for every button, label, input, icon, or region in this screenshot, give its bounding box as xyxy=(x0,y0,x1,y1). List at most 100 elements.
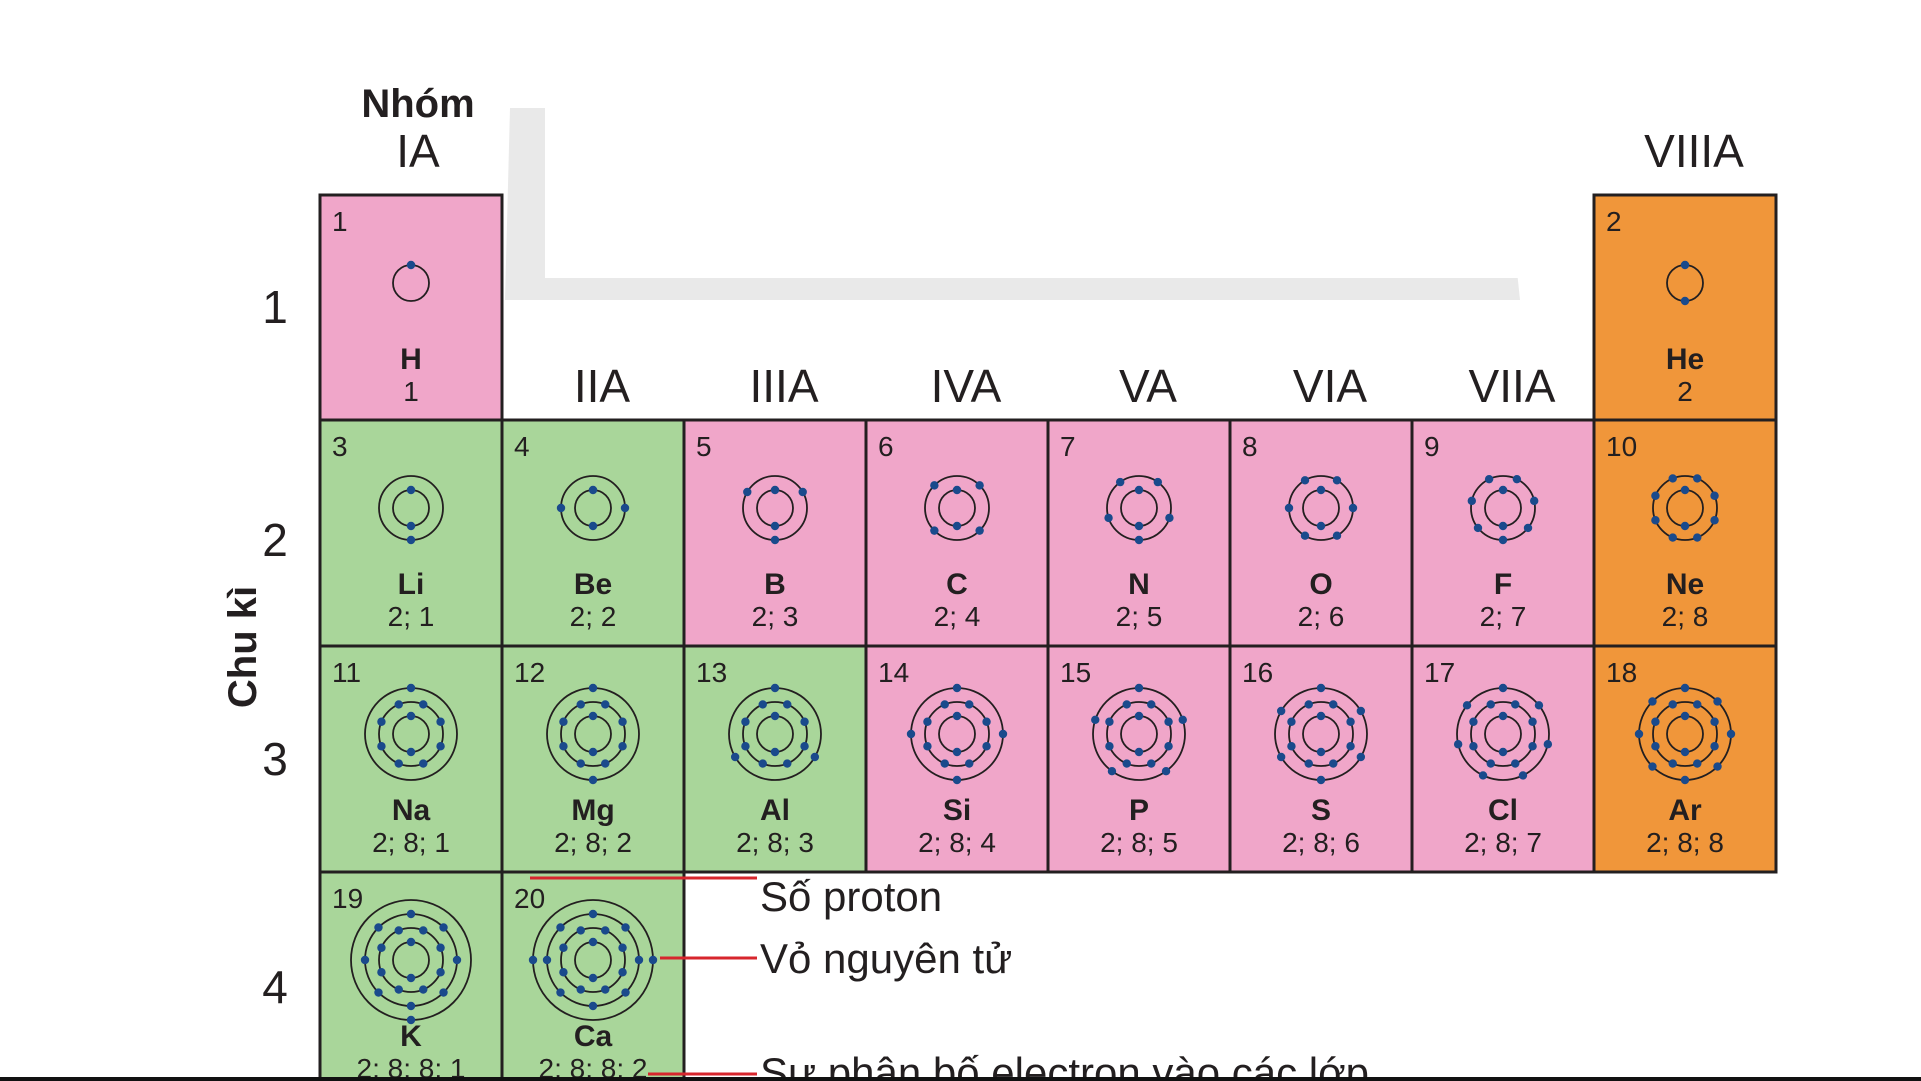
electron-dot xyxy=(1329,759,1338,768)
electron-dot xyxy=(1651,717,1660,726)
cell-background xyxy=(1228,418,1414,648)
electron-dot xyxy=(419,759,428,768)
legend-distribution: Sự phân bố electron vào các lớp xyxy=(760,1049,1369,1081)
group-title: Nhóm xyxy=(361,82,474,126)
electron-dot xyxy=(1668,700,1677,709)
electron-dot xyxy=(1528,742,1537,751)
electron-configuration: 2; 4 xyxy=(934,601,981,632)
electron-dot xyxy=(1164,717,1173,726)
electron-dot xyxy=(1484,474,1494,484)
electron-dot xyxy=(1276,752,1286,762)
electron-dot xyxy=(770,747,780,757)
electron-shell xyxy=(378,701,444,767)
legend: Số proton Vỏ nguyên tử Sự phân bố electr… xyxy=(530,873,1369,1081)
element-symbol: Cl xyxy=(1488,794,1518,827)
electron-dot xyxy=(743,487,752,497)
period-label-4: 4 xyxy=(262,961,288,1013)
electron-dot xyxy=(1276,706,1286,716)
element-symbol: S xyxy=(1311,794,1331,827)
element-cell-p: 15 P2; 8; 5 xyxy=(1046,644,1232,874)
electron-dot xyxy=(588,909,598,919)
electron-dot xyxy=(406,521,416,531)
electron-configuration: 2; 8; 6 xyxy=(1282,827,1360,858)
electron-dot xyxy=(1329,700,1338,709)
electron-dot xyxy=(1473,523,1483,533)
electron-dot xyxy=(770,521,780,531)
group-label-iva: IVA xyxy=(931,360,1002,412)
electron-dot xyxy=(1680,775,1690,785)
electron-dot xyxy=(1147,700,1156,709)
electron-dot xyxy=(576,700,585,709)
electron-dot xyxy=(1164,742,1173,751)
electron-dot xyxy=(1511,759,1520,768)
electron-dot xyxy=(998,729,1008,739)
electron-dot xyxy=(1713,762,1722,771)
electron-shell xyxy=(1288,701,1354,767)
element-cell-be: 4 Be2; 2 xyxy=(500,418,686,648)
element-symbol: O xyxy=(1309,568,1332,601)
atomic-number: 3 xyxy=(332,431,348,462)
electron-shell xyxy=(560,701,626,767)
electron-dot xyxy=(1710,491,1719,500)
element-symbol: N xyxy=(1128,568,1150,601)
group-label-viiia: VIIIA xyxy=(1644,125,1744,177)
electron-dot xyxy=(1726,729,1736,739)
electron-dot xyxy=(741,717,750,726)
element-cell-f: 9 F2; 7 xyxy=(1410,418,1596,648)
element-cell-b: 5 B2; 3 xyxy=(682,418,868,648)
electron-dot xyxy=(1105,717,1114,726)
electron-dot xyxy=(1680,711,1690,721)
electron-dot xyxy=(559,717,568,726)
element-cell-na: 11 Na2; 8; 1 xyxy=(318,644,504,874)
electron-dot xyxy=(556,923,565,932)
bottom-edge-strip xyxy=(0,1077,1921,1081)
atomic-number: 13 xyxy=(696,657,727,688)
electron-dot xyxy=(1122,700,1131,709)
electron-shell xyxy=(560,927,626,993)
electron-dot xyxy=(1147,759,1156,768)
electron-dot xyxy=(377,717,386,726)
electron-dot xyxy=(1512,474,1522,484)
electron-dot xyxy=(758,700,767,709)
electron-dot xyxy=(1134,485,1144,495)
electron-dot xyxy=(588,1001,598,1011)
legend-proton: Số proton xyxy=(760,873,942,920)
electron-dot xyxy=(406,711,416,721)
electron-dot xyxy=(452,955,462,965)
cell-background xyxy=(864,418,1050,648)
electron-configuration: 2; 6 xyxy=(1298,601,1345,632)
electron-dot xyxy=(975,481,984,490)
electron-dot xyxy=(1498,521,1508,531)
electron-shell xyxy=(742,701,808,767)
group-label-va: VA xyxy=(1119,360,1177,412)
group-label-iia: IIA xyxy=(574,360,631,412)
electron-dot xyxy=(419,700,428,709)
electron-configuration: 2; 7 xyxy=(1480,601,1527,632)
electron-dot xyxy=(374,923,383,932)
period-labels: 1 2 3 4 xyxy=(262,281,288,1013)
element-symbol: Mg xyxy=(571,794,614,827)
cell-background xyxy=(1410,644,1596,874)
group-label-ia: IA xyxy=(396,125,440,177)
element-cell-n: 7 N2; 5 xyxy=(1046,418,1232,648)
electron-dot xyxy=(588,747,598,757)
element-cell-si: 14 Si2; 8; 4 xyxy=(864,644,1050,874)
electron-dot xyxy=(1498,683,1508,693)
element-symbol: He xyxy=(1666,343,1704,376)
electron-dot xyxy=(1346,742,1355,751)
electron-dot xyxy=(439,923,448,932)
element-symbol: C xyxy=(946,568,968,601)
electron-dot xyxy=(1287,742,1296,751)
element-symbol: Li xyxy=(398,568,425,601)
cell-background xyxy=(1228,644,1414,874)
atomic-number: 17 xyxy=(1424,657,1455,688)
electron-dot xyxy=(930,481,939,490)
electron-dot xyxy=(1287,717,1296,726)
electron-dot xyxy=(1462,701,1472,710)
electron-dot xyxy=(1518,771,1528,780)
electron-dot xyxy=(406,485,416,495)
atomic-number: 7 xyxy=(1060,431,1076,462)
electron-dot xyxy=(783,700,792,709)
electron-dot xyxy=(1316,747,1326,757)
